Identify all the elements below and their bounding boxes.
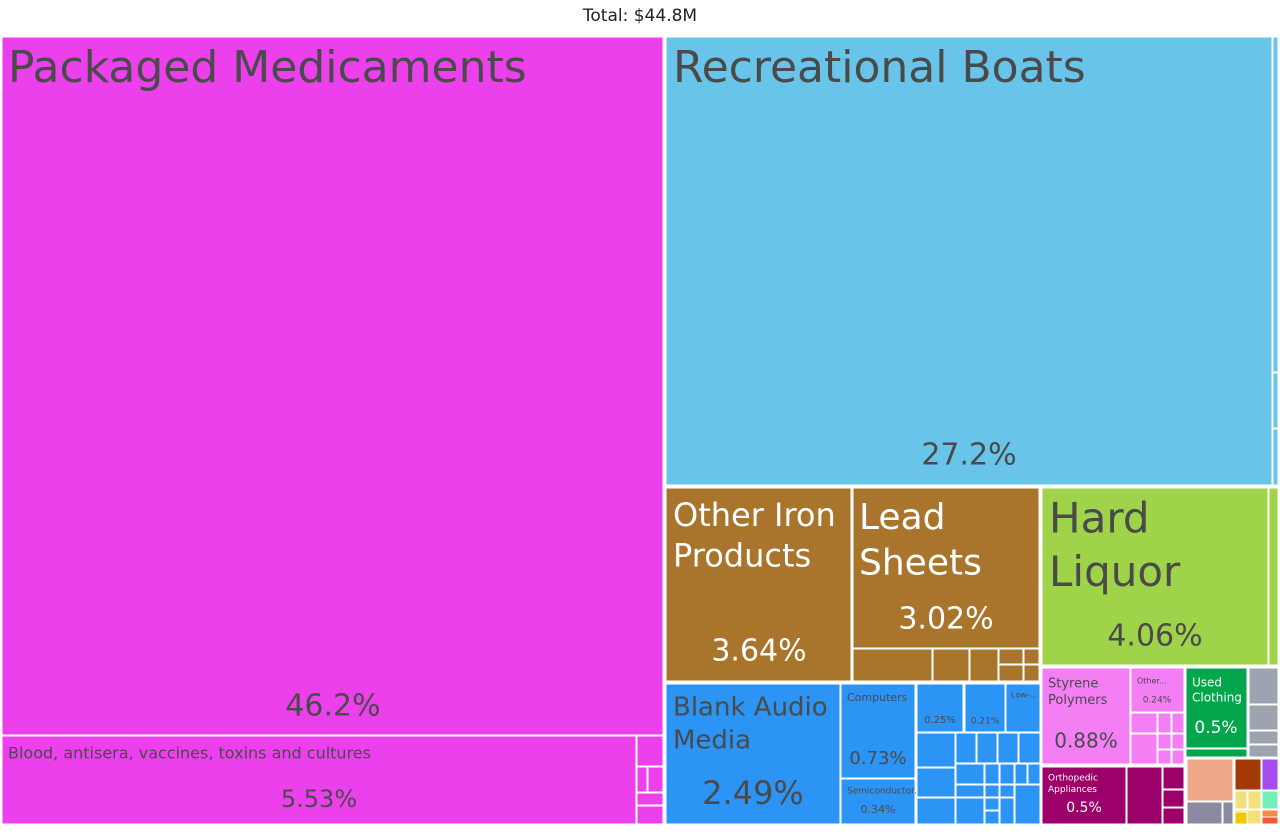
- tile-minor-metals[interactable]: [998, 664, 1024, 682]
- tile-minor-machines[interactable]: [955, 763, 985, 785]
- tile-minor-other[interactable]: [1261, 790, 1279, 810]
- tile-minor-other[interactable]: [1247, 790, 1262, 810]
- tile-minor-transport[interactable]: [1272, 428, 1279, 486]
- tile-minor-plastics[interactable]: [1157, 733, 1172, 750]
- tile-minor-machines[interactable]: [999, 763, 1015, 785]
- tile-minor-plastics[interactable]: [1171, 712, 1185, 734]
- tile-rect-packaged-medicaments: [1, 36, 664, 736]
- tile-minor-plastics[interactable]: [1130, 712, 1158, 734]
- tile-minor-machines[interactable]: [1027, 763, 1041, 785]
- tile-minor-machines[interactable]: [984, 784, 1000, 798]
- tile-minor-machines[interactable]: [1018, 732, 1041, 764]
- tile-minor-machines[interactable]: [997, 732, 1019, 764]
- tile-minor-pharma[interactable]: [636, 792, 664, 806]
- tile-plastics-other[interactable]: Other...0.24%: [1130, 667, 1185, 713]
- tile-minor-other[interactable]: [1248, 704, 1279, 731]
- tile-minor-other[interactable]: [1261, 758, 1279, 791]
- tile-minor-other[interactable]: [1248, 730, 1279, 745]
- tile-minor-metals[interactable]: [1023, 648, 1040, 665]
- tile-minor-other[interactable]: [1222, 801, 1234, 825]
- chart-title: Total: $44.8M: [582, 6, 698, 26]
- tile-rect-recreational-boats: [665, 36, 1273, 486]
- tile-minor-pharma[interactable]: [636, 766, 648, 793]
- tile-minor-plastics[interactable]: [1157, 749, 1172, 765]
- tile-rect-plastics-other: [1130, 667, 1185, 713]
- tile-minor-pharma[interactable]: [636, 805, 664, 825]
- tile-minor-metals[interactable]: [969, 648, 999, 682]
- tile-minor-other[interactable]: [1261, 816, 1279, 825]
- tile-minor-pharma[interactable]: [647, 766, 664, 793]
- tile-machines-021[interactable]: 0.21%: [964, 683, 1006, 733]
- tile-minor-machines[interactable]: [955, 732, 977, 764]
- tile-minor-transport[interactable]: [1272, 372, 1279, 429]
- tile-minor-other[interactable]: [1248, 667, 1279, 705]
- tile-rect-low-voltage: [1005, 683, 1041, 733]
- tile-minor-machines[interactable]: [999, 797, 1015, 825]
- tile-minor-instruments[interactable]: [1162, 789, 1185, 808]
- tile-rect-blank-audio-media: [665, 683, 841, 825]
- tile-minor-plastics[interactable]: [1171, 733, 1185, 750]
- tile-rect-lead-sheets: [852, 487, 1040, 649]
- tile-minor-other[interactable]: [1234, 811, 1248, 825]
- tile-rect-styrene-polymers: [1041, 667, 1131, 765]
- tile-rect-computers: [840, 683, 916, 779]
- tile-minor-other[interactable]: [1186, 758, 1234, 802]
- tile-minor-other[interactable]: [1234, 790, 1248, 810]
- tile-minor-machines[interactable]: [999, 784, 1015, 798]
- tile-minor-machines[interactable]: [916, 797, 956, 825]
- tile-minor-machines[interactable]: [976, 732, 998, 764]
- tile-minor-other[interactable]: [1261, 809, 1279, 818]
- tile-rect-machines-025: [916, 683, 964, 733]
- tile-minor-machines[interactable]: [984, 797, 1000, 811]
- tile-minor-metals[interactable]: [852, 648, 933, 682]
- tile-minor-plastics[interactable]: [1157, 712, 1172, 734]
- tile-minor-metals[interactable]: [932, 648, 970, 682]
- tile-minor-machines[interactable]: [984, 763, 1000, 785]
- tile-blood-antisera[interactable]: Blood, antisera, vaccines, toxins and cu…: [1, 735, 637, 825]
- tile-semiconductor[interactable]: Semiconductor...0.34%: [840, 778, 923, 825]
- tile-minor-foodstuffs[interactable]: [1268, 487, 1279, 666]
- tile-minor-machines[interactable]: [916, 732, 956, 768]
- tile-rect-used-clothing: [1185, 667, 1248, 749]
- tile-minor-plastics[interactable]: [1130, 733, 1158, 765]
- tile-minor-plastics[interactable]: [1171, 749, 1185, 765]
- tile-rect-machines-021: [964, 683, 1006, 733]
- tile-rect-semiconductor: [840, 778, 916, 825]
- tile-minor-machines[interactable]: [984, 810, 1000, 825]
- tile-minor-metals[interactable]: [1023, 664, 1040, 682]
- tile-minor-instruments[interactable]: [1126, 766, 1163, 825]
- tile-minor-instruments[interactable]: [1162, 807, 1185, 825]
- tile-minor-other[interactable]: [1248, 744, 1279, 758]
- tile-minor-other[interactable]: [1186, 801, 1223, 825]
- tile-rect-blood-antisera: [1, 735, 637, 825]
- tile-low-voltage[interactable]: Low-...: [1005, 683, 1041, 733]
- tile-minor-machines[interactable]: [916, 767, 956, 798]
- tile-minor-other[interactable]: [1234, 758, 1262, 791]
- tile-minor-transport[interactable]: [1272, 36, 1279, 373]
- tile-minor-pharma[interactable]: [636, 735, 664, 767]
- tile-minor-metals[interactable]: [998, 648, 1024, 665]
- tile-minor-instruments[interactable]: [1162, 766, 1185, 790]
- tile-rect-hard-liquor: [1041, 487, 1269, 666]
- tile-minor-machines[interactable]: [955, 797, 985, 825]
- tile-minor-machines[interactable]: [1014, 784, 1041, 825]
- tile-minor-machines[interactable]: [1014, 763, 1028, 785]
- tile-minor-textiles[interactable]: [1185, 748, 1248, 758]
- tile-minor-machines[interactable]: [955, 784, 985, 798]
- tile-machines-025[interactable]: 0.25%: [916, 683, 964, 733]
- tile-rect-orthopedic-appliances: [1041, 766, 1127, 825]
- tile-rect-other-iron-products: [665, 487, 852, 682]
